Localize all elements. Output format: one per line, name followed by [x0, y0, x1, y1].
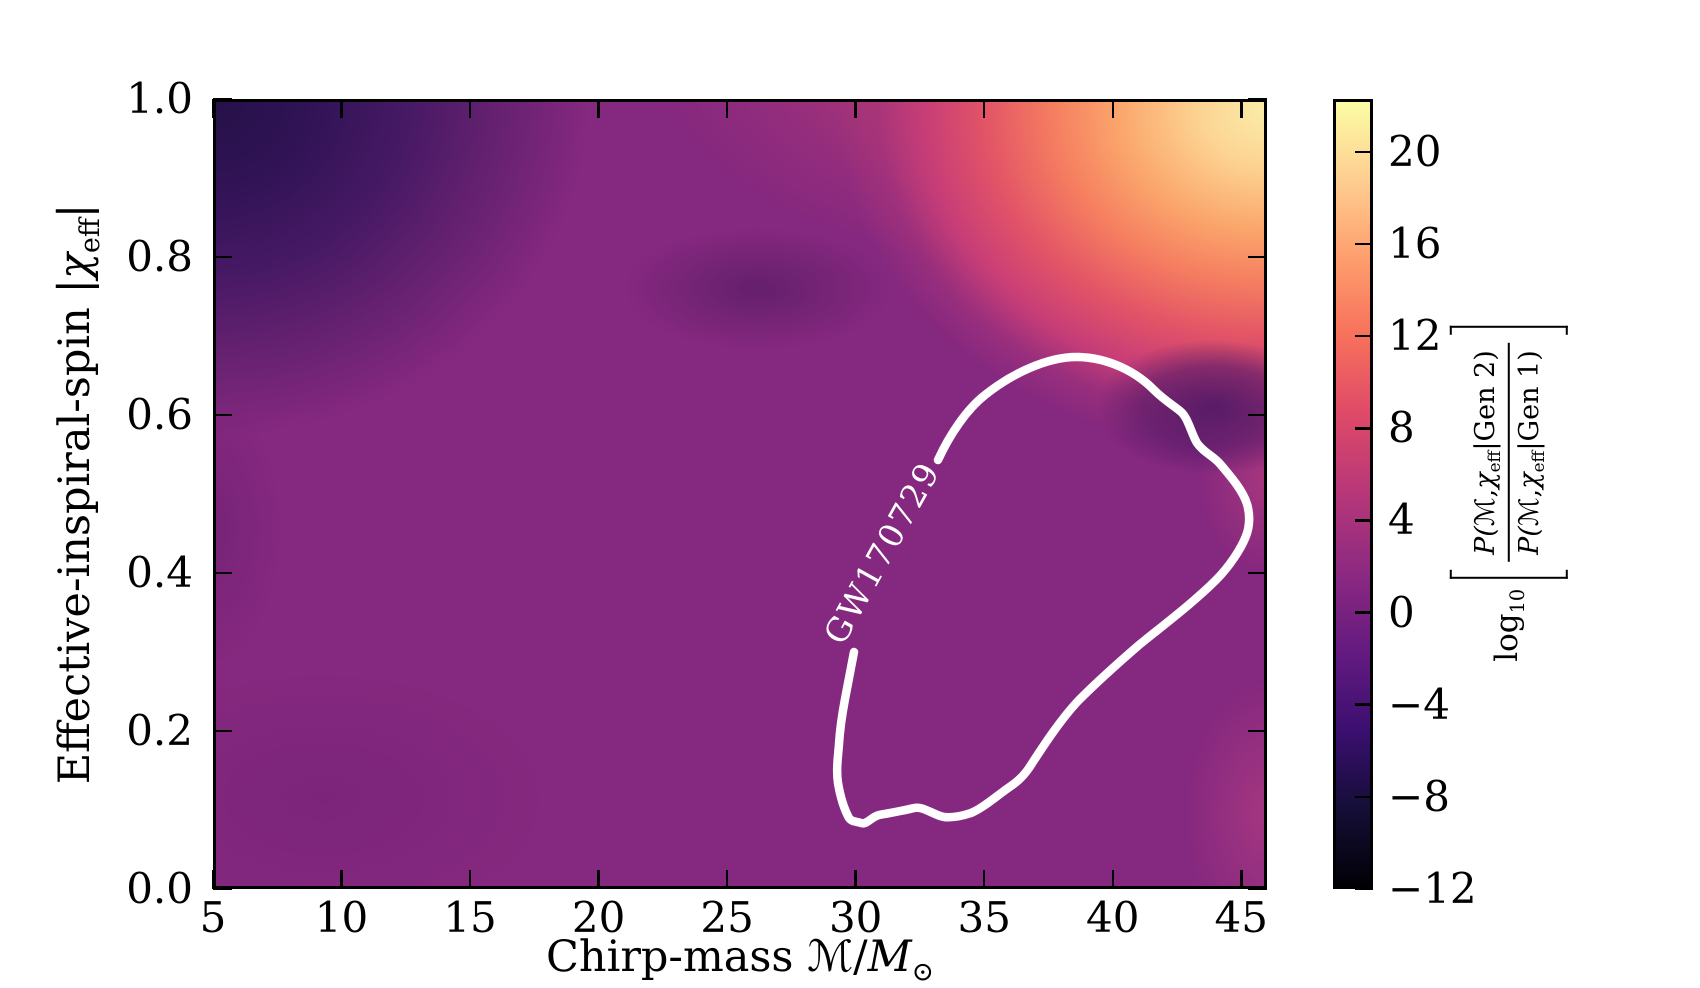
x-tick-mark [211, 99, 215, 118]
x-tick-mark [468, 870, 472, 889]
colorbar-tick-mark [1355, 887, 1373, 891]
x-tick-mark [1240, 99, 1243, 118]
probability-ratio-fraction: P(ℳ,χeff|Gen 2) P(ℳ,χeff|Gen 1) [1468, 343, 1550, 562]
colorbar-tick-mark [1355, 795, 1373, 799]
y-tick-label: 0.4 [126, 548, 193, 597]
y-tick-mark [213, 413, 232, 417]
colorbar-tick-label: 20 [1388, 126, 1442, 176]
colorbar-tick-label: −12 [1388, 864, 1477, 913]
y-tick-mark [213, 97, 232, 101]
colorbar-tick-mark [1355, 703, 1373, 706]
y-tick-label: 0.2 [126, 706, 193, 755]
heatmap-plot: GW170729 [211, 97, 1267, 891]
x-tick-label: 30 [828, 893, 883, 942]
y-tick-labels: 0.0 0.2 0.4 0.6 0.8 1.0 [0, 0, 200, 988]
colorbar-tick-label: −4 [1388, 679, 1450, 729]
log10-text: log10 [1488, 588, 1530, 662]
x-tick-mark [597, 99, 600, 118]
colorbar-tick-label: 8 [1388, 403, 1415, 453]
chi-eff-symbol: χ [50, 252, 101, 280]
x-tick-mark [1240, 870, 1243, 889]
x-tick-mark [982, 99, 986, 118]
gw170729-contour-line [832, 352, 1254, 828]
colorbar-label: log10 P(ℳ,χeff|Gen 2) P(ℳ,χeff|Gen 1) [1404, 99, 1614, 889]
right-bracket [1450, 326, 1569, 336]
x-tick-mark [1111, 870, 1114, 889]
y-axis-label: Effective-inspiral-spin |χeff| [50, 203, 106, 785]
x-tick-label: 25 [700, 893, 754, 942]
x-tick-label: 35 [957, 893, 1011, 942]
y-tick-mark [1248, 887, 1267, 891]
x-tick-mark [982, 870, 986, 889]
fraction-numerator: P(ℳ,χeff|Gen 2) [1468, 343, 1511, 562]
x-axis-label: Chirp-mass ℳ/M⊙ [545, 932, 935, 988]
x-tick-label: 45 [1214, 893, 1269, 942]
x-label-text: Chirp-mass [545, 932, 808, 982]
x-tick-mark [854, 870, 857, 889]
colorbar-tick-mark [1355, 242, 1373, 246]
colorbar-tick-mark [1355, 519, 1373, 522]
colorbar-tick-label: 16 [1388, 219, 1442, 269]
x-tick-mark [340, 870, 343, 889]
colorbar-tick-label: 12 [1388, 311, 1442, 361]
y-tick-mark [213, 571, 232, 575]
x-tick-label: 15 [443, 893, 497, 942]
colorbar-tick-label: 0 [1388, 587, 1415, 637]
y-tick-label: 1.0 [126, 74, 193, 123]
x-tick-label: 40 [1086, 893, 1140, 942]
y-tick-mark [1248, 571, 1267, 575]
fraction-denominator: P(ℳ,χeff|Gen 1) [1514, 350, 1549, 555]
y-tick-mark [1248, 729, 1267, 733]
x-tick-label: 20 [571, 893, 626, 942]
chirp-mass-symbol: ℳ [807, 932, 854, 982]
x-tick-mark [597, 870, 600, 889]
y-tick-label: 0.8 [126, 232, 193, 281]
contour-label: GW170729 [816, 455, 948, 651]
colorbar [1333, 99, 1373, 891]
solar-mass-symbol: M [867, 932, 912, 982]
colorbar-tick-mark [1355, 334, 1373, 338]
x-tick-mark [468, 99, 472, 118]
left-bracket [1450, 569, 1569, 579]
colorbar-tick-mark [1355, 150, 1373, 154]
sun-symbol: ⊙ [911, 956, 935, 988]
colorbar-frame [1333, 99, 1373, 889]
y-label-text: Effective-inspiral-spin [50, 293, 101, 785]
x-tick-mark [725, 99, 729, 118]
x-tick-mark [340, 99, 343, 118]
x-tick-label: 10 [314, 893, 369, 942]
x-tick-mark [854, 99, 857, 118]
y-tick-mark [213, 729, 232, 733]
colorbar-tick-label: −8 [1388, 771, 1450, 821]
y-tick-label: 0.0 [126, 864, 193, 913]
colorbar-tick-mark [1355, 611, 1373, 614]
y-tick-mark [213, 887, 232, 891]
y-tick-mark [1248, 413, 1267, 417]
x-tick-mark [211, 870, 215, 889]
colorbar-tick-label: 4 [1388, 495, 1415, 545]
colorbar-tick-mark [1355, 427, 1373, 430]
x-tick-mark [725, 870, 729, 889]
y-tick-mark [213, 255, 232, 259]
y-tick-mark [1248, 255, 1267, 259]
contour-overlay: GW170729 [816, 352, 1254, 828]
y-tick-label: 0.6 [126, 390, 193, 439]
x-tick-label: 5 [199, 893, 227, 942]
x-tick-mark [1111, 99, 1114, 118]
y-tick-mark [1248, 97, 1267, 101]
